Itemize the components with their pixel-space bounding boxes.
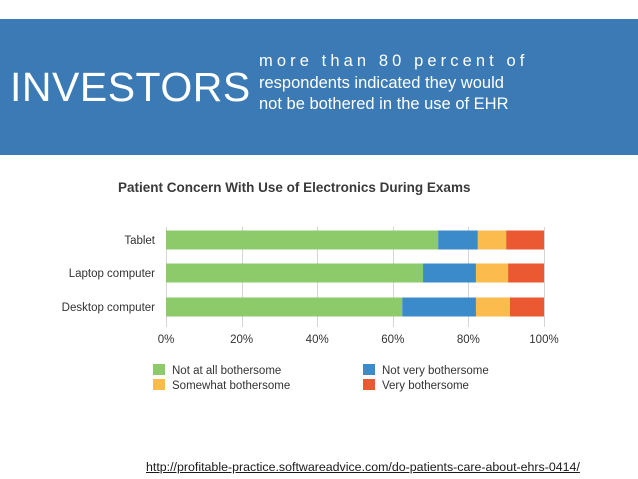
legend: Not at all bothersome Not very bothersome…	[153, 364, 489, 392]
x-tick-label: 60%	[381, 334, 404, 346]
bar-segment	[506, 230, 544, 250]
x-tick-label: 100%	[529, 334, 558, 346]
subtext-line-2: respondents indicated they would	[259, 73, 504, 92]
legend-label: Somewhat bothersome	[172, 380, 290, 392]
bar-segment	[475, 297, 510, 317]
legend-swatch	[153, 364, 165, 375]
x-tick-label: 80%	[457, 334, 480, 346]
subtext-line-1: more than 80 percent of	[259, 52, 529, 70]
bar-segment	[423, 263, 476, 283]
bars	[166, 230, 544, 317]
x-tick-label: 0%	[158, 334, 175, 346]
bar-segment	[166, 230, 439, 250]
category-label: Desktop computer	[62, 302, 155, 314]
x-tick-label: 40%	[306, 334, 329, 346]
legend-swatch	[363, 364, 375, 375]
bar-segment	[477, 230, 507, 250]
bar-segment	[438, 230, 478, 250]
chart-title: Patient Concern With Use of Electronics …	[118, 180, 470, 195]
source-link[interactable]: http://profitable-practice.softwareadvic…	[146, 460, 580, 474]
headline-subtext: more than 80 percent of respondents indi…	[259, 51, 619, 116]
header-banner	[0, 19, 638, 155]
bar-segment	[508, 263, 544, 283]
legend-swatch	[363, 379, 375, 390]
bar-segment	[166, 297, 403, 317]
legend-swatch	[153, 379, 165, 390]
subtext-line-3: not be bothered in the use of EHR	[259, 95, 509, 113]
bar-segment	[475, 263, 509, 283]
bar-segment	[402, 297, 476, 317]
legend-label: Very bothersome	[382, 380, 469, 392]
page-title: INVESTORS	[10, 64, 251, 110]
legend-label: Not very bothersome	[382, 365, 489, 377]
legend-label: Not at all bothersome	[172, 365, 281, 377]
category-label: Laptop computer	[69, 268, 155, 280]
category-labels: Tablet Laptop computer Desktop computer	[62, 235, 156, 314]
bar-segment	[509, 297, 544, 317]
category-label: Tablet	[124, 235, 155, 247]
bar-segment	[166, 263, 424, 283]
x-axis-tick-labels: 0% 20% 40% 60% 80% 100%	[158, 334, 559, 346]
x-tick-label: 20%	[230, 334, 253, 346]
